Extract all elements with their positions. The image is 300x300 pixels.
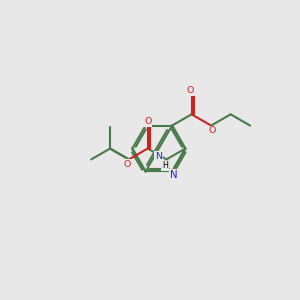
Text: O: O xyxy=(209,126,216,135)
Text: N: N xyxy=(170,170,177,180)
Text: O: O xyxy=(186,86,194,95)
Text: O: O xyxy=(124,160,131,169)
Text: H: H xyxy=(162,161,168,170)
Text: N: N xyxy=(155,152,162,161)
Text: O: O xyxy=(144,117,152,126)
